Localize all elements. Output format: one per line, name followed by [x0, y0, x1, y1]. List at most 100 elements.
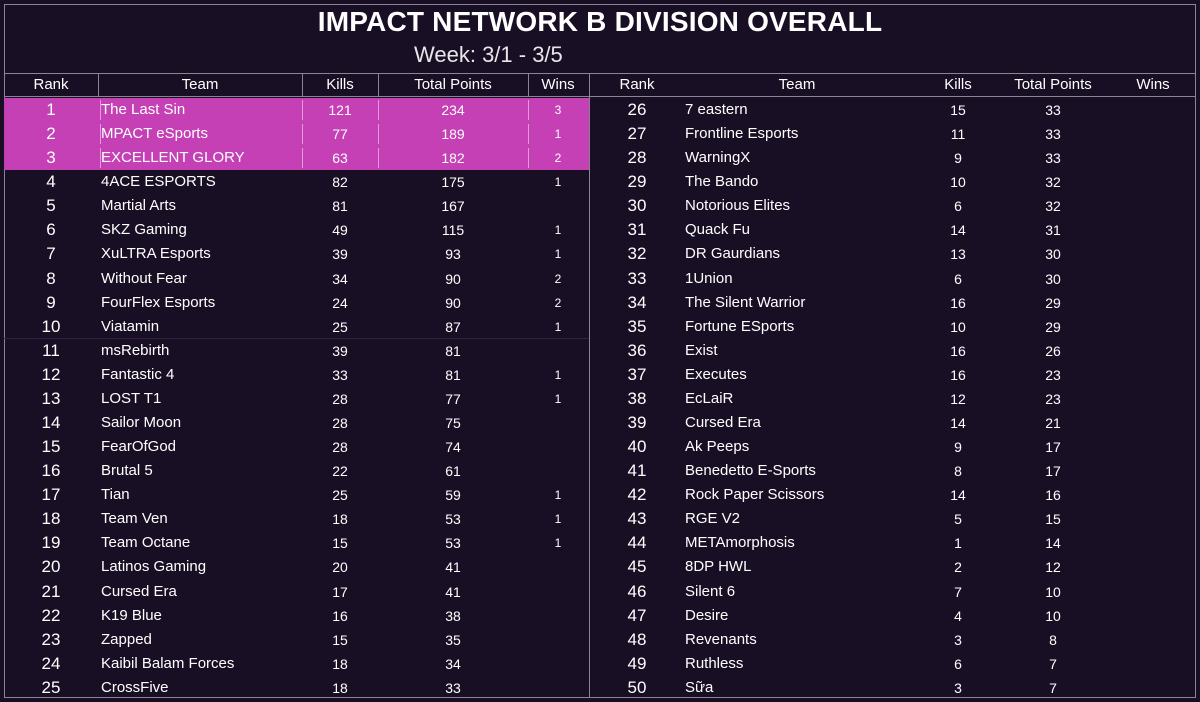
rank-cell: 47 — [627, 605, 647, 625]
team-cell: Fantastic 4 — [101, 365, 175, 383]
wins-cell: 1 — [554, 367, 562, 382]
table-row: 45 8DP HWL 2 12 — [590, 555, 1196, 579]
rank-cell: 27 — [627, 124, 647, 144]
wins-cell — [1110, 604, 1196, 628]
cell-separator — [528, 124, 529, 145]
team-cell: 7 eastern — [685, 101, 748, 118]
wins-cell — [1110, 122, 1196, 146]
wins-cell: 1 — [554, 247, 562, 262]
wins-cell — [528, 435, 588, 459]
rank-cell: 45 — [627, 557, 647, 577]
points-cell: 32 — [1045, 198, 1061, 215]
header-top-border — [4, 73, 1196, 74]
team-cell: Brutal 5 — [101, 462, 153, 480]
points-cell: 182 — [441, 150, 465, 167]
wins-cell — [1110, 194, 1196, 218]
table-row: 33 1Union 6 30 — [590, 267, 1196, 291]
team-cell: Frontline Esports — [685, 125, 799, 143]
team-cell: Without Fear — [101, 269, 187, 287]
kills-cell: 14 — [950, 415, 966, 432]
table-row: 10 Viatamin 25 87 1 — [4, 315, 589, 339]
team-cell: EcLaiR — [685, 389, 734, 407]
kills-cell: 6 — [954, 655, 962, 672]
team-cell: Sailor Moon — [101, 414, 182, 432]
rank-cell: 9 — [46, 292, 56, 312]
points-cell: 189 — [441, 126, 465, 143]
team-cell: Ruthless — [685, 654, 744, 672]
rank-cell: 22 — [41, 605, 61, 625]
points-cell: 26 — [1045, 342, 1061, 359]
wins-cell — [1110, 267, 1196, 291]
table-row: 44 METAmorphosis 1 14 — [590, 531, 1196, 555]
kills-cell: 28 — [332, 390, 348, 407]
points-cell: 41 — [445, 559, 461, 576]
points-cell: 23 — [1045, 390, 1061, 407]
points-cell: 35 — [445, 631, 461, 648]
table-row: 38 EcLaiR 12 23 — [590, 387, 1196, 411]
kills-cell: 3 — [954, 679, 962, 696]
team-cell: FearOfGod — [101, 438, 177, 456]
kills-cell: 25 — [332, 318, 348, 335]
kills-cell: 28 — [332, 439, 348, 456]
points-cell: 75 — [445, 415, 461, 432]
points-cell: 14 — [1045, 535, 1061, 552]
points-cell: 17 — [1045, 463, 1061, 480]
table-row: 23 Zapped 15 35 — [4, 628, 589, 652]
team-cell: SKZ Gaming — [101, 221, 187, 239]
kills-cell: 8 — [954, 463, 962, 480]
points-cell: 30 — [1045, 246, 1061, 263]
rank-cell: 16 — [41, 461, 61, 481]
table-row: 22 K19 Blue 16 38 — [4, 604, 589, 628]
table-row: 24 Kaibil Balam Forces 18 34 — [4, 652, 589, 676]
rank-cell: 14 — [41, 413, 61, 433]
points-cell: 30 — [1045, 270, 1061, 287]
wins-cell: 1 — [554, 319, 562, 334]
table-row: 12 Fantastic 4 33 81 1 — [4, 363, 589, 387]
kills-cell: 12 — [950, 390, 966, 407]
kills-cell: 7 — [954, 583, 962, 600]
points-cell: 21 — [1045, 415, 1061, 432]
rank-cell: 15 — [41, 437, 61, 457]
table-row: 4 4ACE ESPORTS 82 175 1 — [4, 170, 589, 194]
wins-cell — [1110, 339, 1196, 363]
rank-cell: 1 — [46, 100, 56, 119]
team-cell: LOST T1 — [101, 389, 162, 407]
points-cell: 10 — [1045, 583, 1061, 600]
kills-cell: 10 — [950, 174, 966, 191]
panel-divider — [589, 73, 590, 697]
wins-cell — [1110, 435, 1196, 459]
wins-cell — [1110, 628, 1196, 652]
team-cell: Tian — [101, 486, 130, 504]
table-row: 13 LOST T1 28 77 1 — [4, 387, 589, 411]
points-cell: 74 — [445, 439, 461, 456]
points-cell: 29 — [1045, 318, 1061, 335]
table-row: 7 XuLTRA Esports 39 93 1 — [4, 242, 589, 266]
points-cell: 8 — [1049, 631, 1057, 648]
rank-cell: 26 — [627, 100, 647, 119]
kills-cell: 15 — [332, 535, 348, 552]
team-cell: Rock Paper Scissors — [685, 486, 825, 504]
team-cell: Silent 6 — [685, 582, 736, 600]
points-cell: 38 — [445, 607, 461, 624]
kills-cell: 39 — [332, 246, 348, 263]
rank-cell: 41 — [627, 461, 647, 481]
points-cell: 175 — [441, 174, 465, 191]
kills-cell: 10 — [950, 318, 966, 335]
table-row: 9 FourFlex Esports 24 90 2 — [4, 291, 589, 315]
cell-separator — [302, 124, 303, 145]
table-row: 11 msRebirth 39 81 — [4, 339, 589, 363]
wins-cell — [1110, 387, 1196, 411]
points-cell: 12 — [1045, 559, 1061, 576]
table-row: 5 Martial Arts 81 167 — [4, 194, 589, 218]
rank-cell: 13 — [41, 388, 61, 408]
table-row: 49 Ruthless 6 7 — [590, 652, 1196, 676]
rank-cell: 29 — [627, 172, 647, 192]
kills-cell: 49 — [332, 222, 348, 239]
wins-cell — [1110, 242, 1196, 266]
team-cell: MPACT eSports — [101, 125, 208, 143]
team-cell: Ak Peeps — [685, 438, 750, 456]
kills-cell: 16 — [950, 366, 966, 383]
table-row: 14 Sailor Moon 28 75 — [4, 411, 589, 435]
table-row: 50 Sữa 3 7 — [590, 676, 1196, 700]
cell-separator — [100, 148, 101, 169]
